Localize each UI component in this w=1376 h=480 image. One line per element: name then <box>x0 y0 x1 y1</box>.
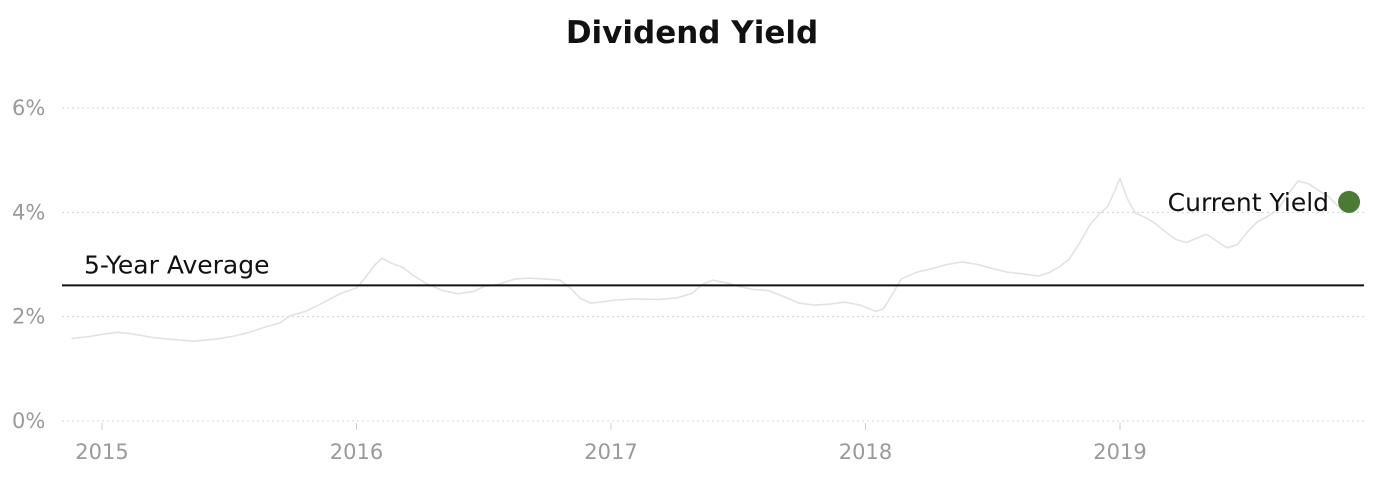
y-tick-label: 6% <box>12 96 45 120</box>
gridlines <box>62 107 1364 422</box>
y-tick-label: 0% <box>12 409 45 433</box>
five-year-average-label: 5-Year Average <box>84 250 270 279</box>
y-axis-ticks: 6% 4% 2% 0% <box>12 96 45 433</box>
x-tick-label: 2017 <box>584 440 637 464</box>
x-tick-label: 2019 <box>1093 440 1146 464</box>
dividend-yield-series-line <box>71 177 1340 342</box>
y-tick-label: 2% <box>12 305 45 329</box>
current-yield-dot <box>1338 190 1361 213</box>
chart-title: Dividend Yield <box>566 15 818 51</box>
x-tick-label: 2018 <box>839 440 892 464</box>
current-yield-label: Current Yield <box>1168 188 1329 217</box>
x-tick-label: 2016 <box>330 440 383 464</box>
x-axis-ticks: 2015 2016 2017 2018 2019 <box>75 423 1147 464</box>
y-tick-label: 4% <box>12 200 45 224</box>
x-tick-label: 2015 <box>75 440 128 464</box>
